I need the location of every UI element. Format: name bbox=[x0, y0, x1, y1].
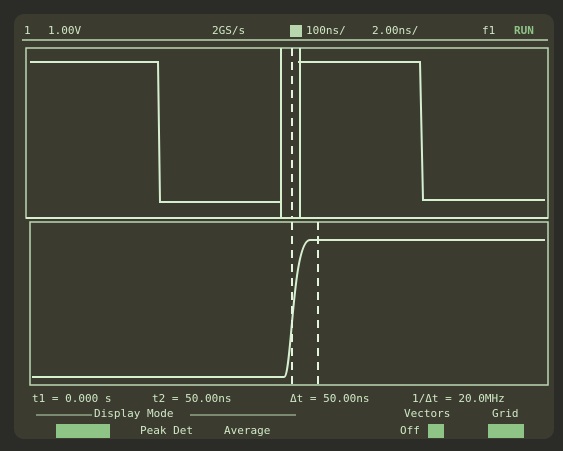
average-key[interactable]: Average bbox=[224, 424, 270, 437]
channel: 1 bbox=[24, 24, 31, 37]
oscilloscope-screen: 1 1.00V 2GS/s 100ns/ 2.00ns/ f1 RUN t1 =… bbox=[0, 0, 563, 451]
vectors-off[interactable]: Off bbox=[400, 424, 420, 437]
screen bbox=[14, 14, 554, 439]
sample-rate: 2GS/s bbox=[212, 24, 245, 37]
t1-readout: t1 = 0.000 s bbox=[32, 392, 111, 405]
grid-title: Grid bbox=[492, 407, 519, 420]
peak-det-key[interactable]: Peak Det bbox=[140, 424, 193, 437]
display-mode-title: Display Mode bbox=[94, 407, 173, 420]
grid-key[interactable] bbox=[488, 424, 524, 438]
vectors-on-key[interactable] bbox=[428, 424, 444, 438]
t2-readout: t2 = 50.00ns bbox=[152, 392, 231, 405]
zoom-timebase: 2.00ns/ bbox=[372, 24, 418, 37]
page: 1 1.00V 2GS/s 100ns/ 2.00ns/ f1 RUN t1 =… bbox=[0, 0, 563, 451]
vectors-title: Vectors bbox=[404, 407, 450, 420]
timebase-icon bbox=[290, 25, 302, 37]
normal-key-selected[interactable] bbox=[56, 424, 110, 438]
main-timebase: 100ns/ bbox=[306, 24, 346, 37]
trigger: f1 bbox=[482, 24, 495, 37]
delta-t-readout: Δt = 50.00ns bbox=[290, 392, 369, 405]
volt-scale: 1.00V bbox=[48, 24, 81, 37]
inverse-delta-t-readout: 1/Δt = 20.0MHz bbox=[412, 392, 505, 405]
run-state: RUN bbox=[514, 24, 534, 37]
